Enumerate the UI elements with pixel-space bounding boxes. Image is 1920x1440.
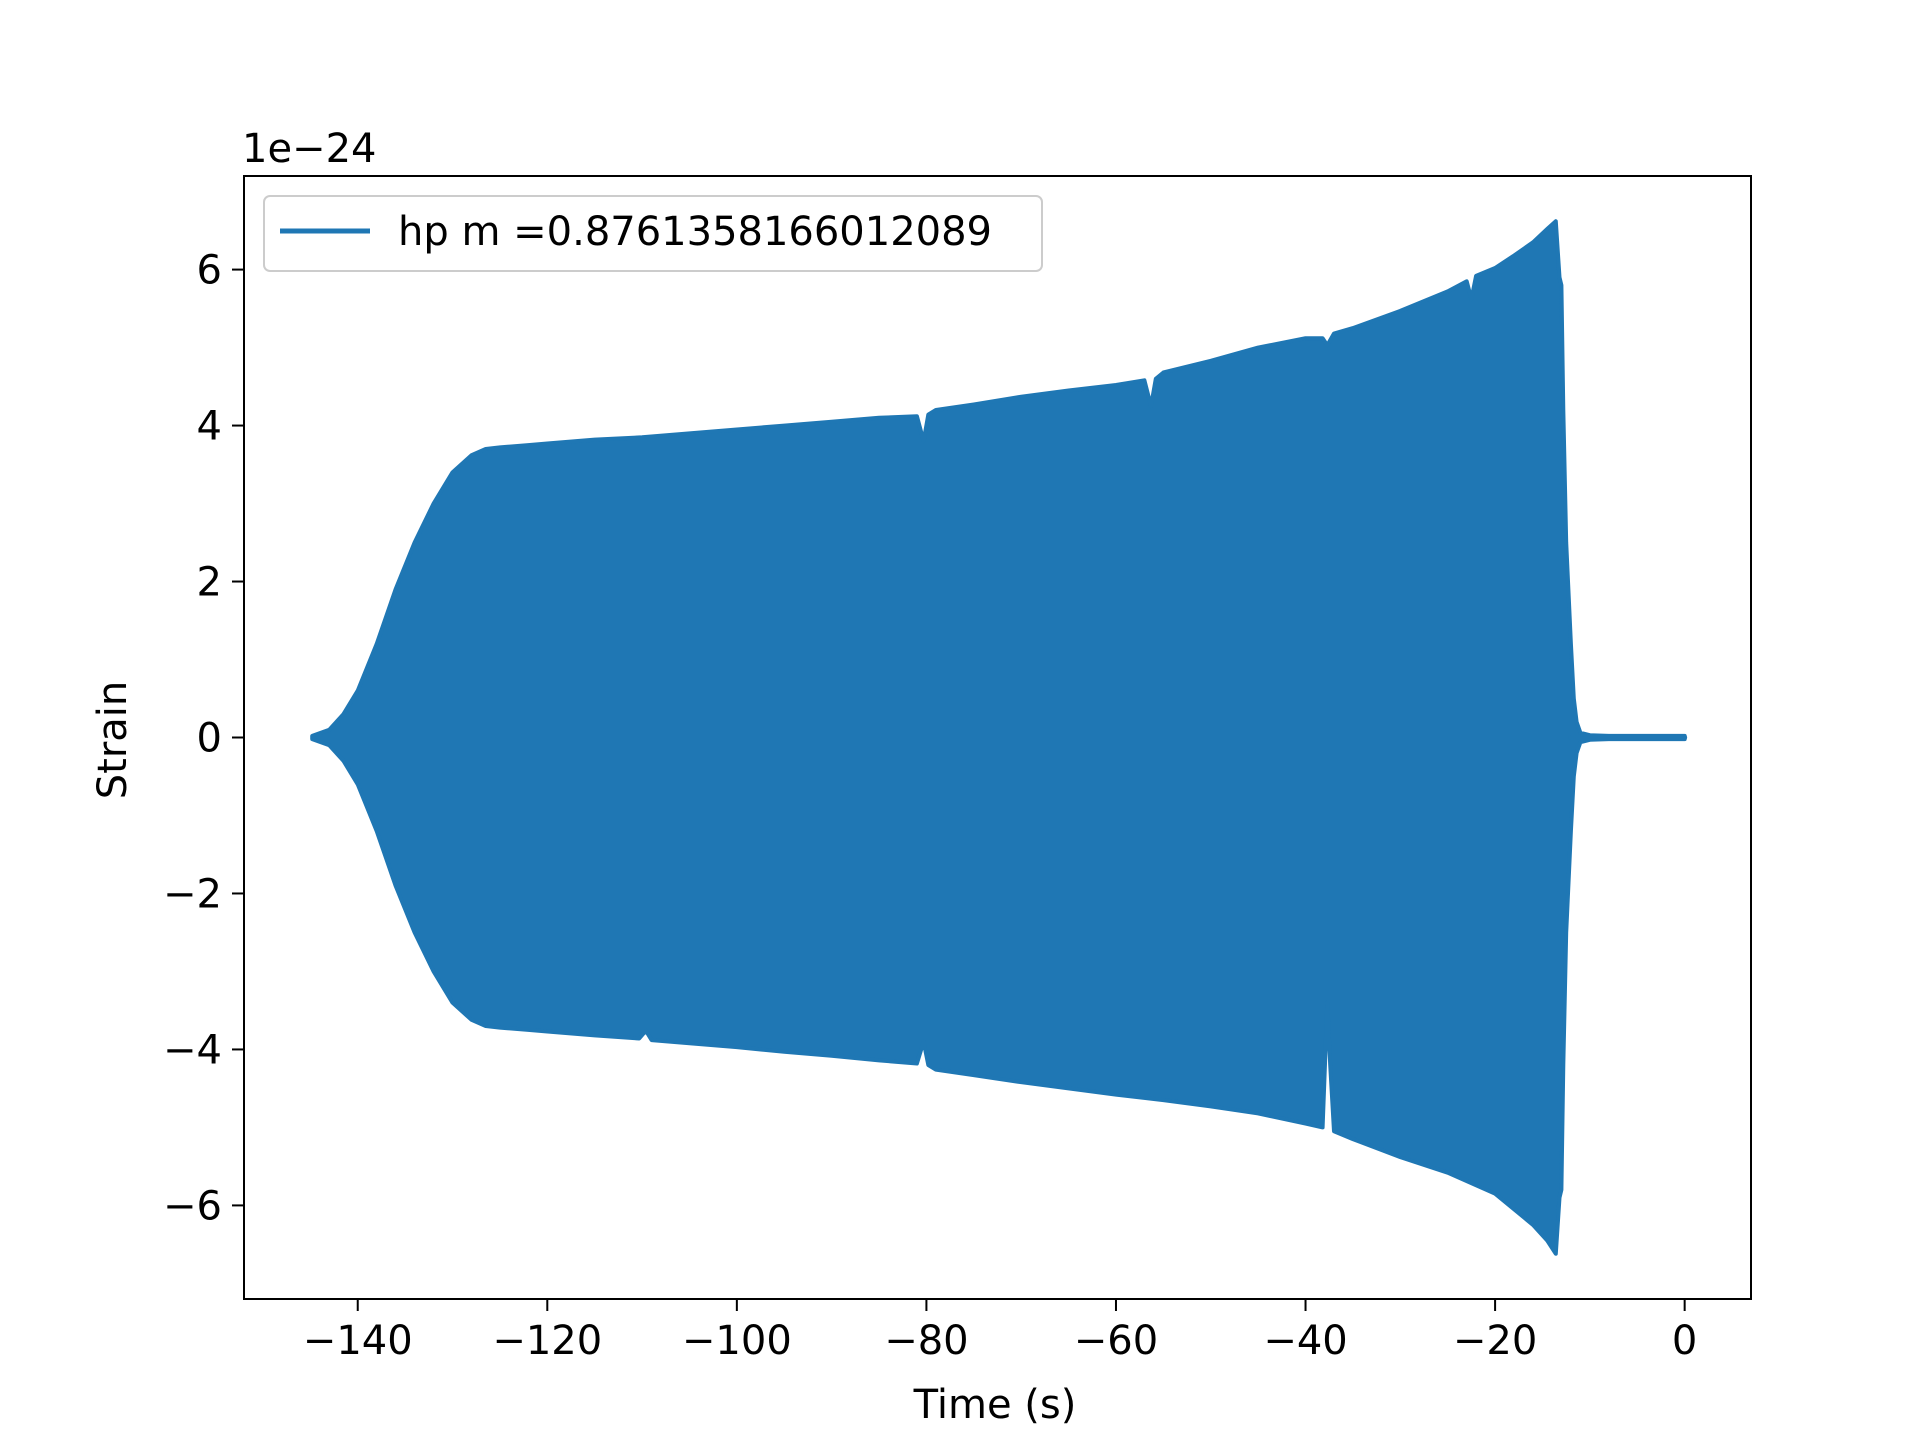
- x-tick-label: −20: [1453, 1318, 1537, 1364]
- y-tick-label: −6: [163, 1183, 222, 1229]
- x-axis-ticks: −140 −120 −100 −80 −60 −40 −20 0: [303, 1299, 1697, 1364]
- x-tick-label: −100: [682, 1318, 792, 1364]
- y-tick-label: 6: [197, 248, 222, 294]
- y-axis-label: Strain: [90, 681, 136, 800]
- x-tick-label: −60: [1074, 1318, 1158, 1364]
- x-tick-label: −120: [492, 1318, 602, 1364]
- y-tick-label: −2: [163, 871, 222, 917]
- axes-frame: [243, 175, 1752, 1300]
- plot-area: [310, 219, 1688, 1256]
- x-axis-label: Time (s): [913, 1382, 1077, 1428]
- x-tick-label: 0: [1672, 1318, 1697, 1364]
- y-tick-label: 0: [197, 716, 222, 762]
- x-tick-label: −40: [1263, 1318, 1347, 1364]
- y-axis-ticks: −6 −4 −2 0 2 4 6: [163, 248, 244, 1229]
- x-tick-label: −140: [303, 1318, 413, 1364]
- y-scale-label: 1e−24: [242, 126, 376, 172]
- legend: hp m =0.8761358166012089: [263, 195, 1043, 272]
- legend-box: [263, 195, 1043, 272]
- y-tick-label: 4: [197, 404, 222, 450]
- y-tick-label: −4: [163, 1027, 222, 1073]
- legend-label: hp m =0.8761358166012089: [398, 209, 992, 255]
- y-tick-label: 2: [197, 560, 222, 606]
- x-tick-label: −80: [884, 1318, 968, 1364]
